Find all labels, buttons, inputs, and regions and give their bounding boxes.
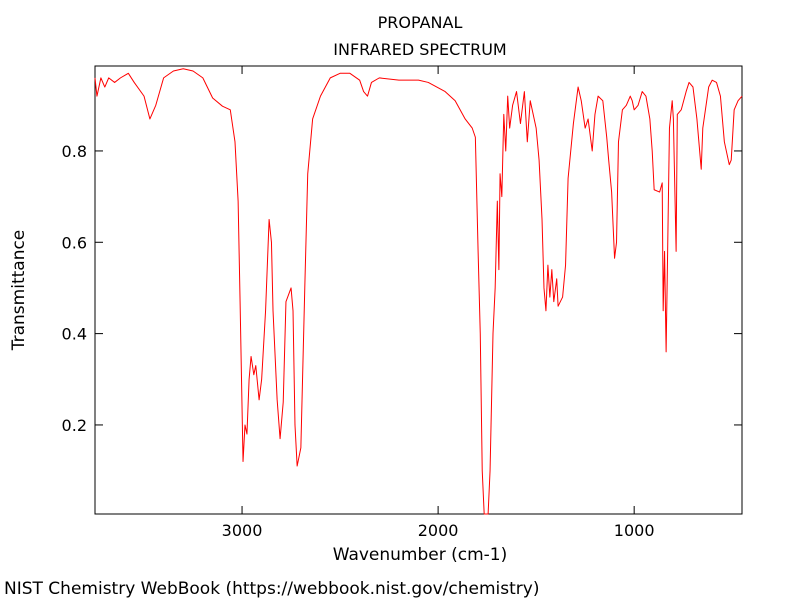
spectrum-line (94, 68, 743, 515)
chart-subtitle: INFRARED SPECTRUM (333, 40, 506, 59)
x-axis-label: Wavenumber (cm-1) (333, 545, 508, 565)
x-tick-label: 1000 (614, 521, 655, 540)
chart-title: PROPANAL (378, 13, 463, 32)
y-axis-label: Transmittance (9, 230, 29, 352)
x-tick-label: 3000 (222, 521, 263, 540)
source-note: NIST Chemistry WebBook (https://webbook.… (4, 579, 539, 599)
x-tick-label: 2000 (418, 521, 459, 540)
y-tick-label: 0.4 (62, 325, 87, 344)
y-tick-label: 0.6 (62, 233, 87, 252)
y-tick-label: 0.8 (62, 142, 87, 161)
plot-frame (94, 65, 743, 515)
y-tick-label: 0.2 (62, 416, 87, 435)
